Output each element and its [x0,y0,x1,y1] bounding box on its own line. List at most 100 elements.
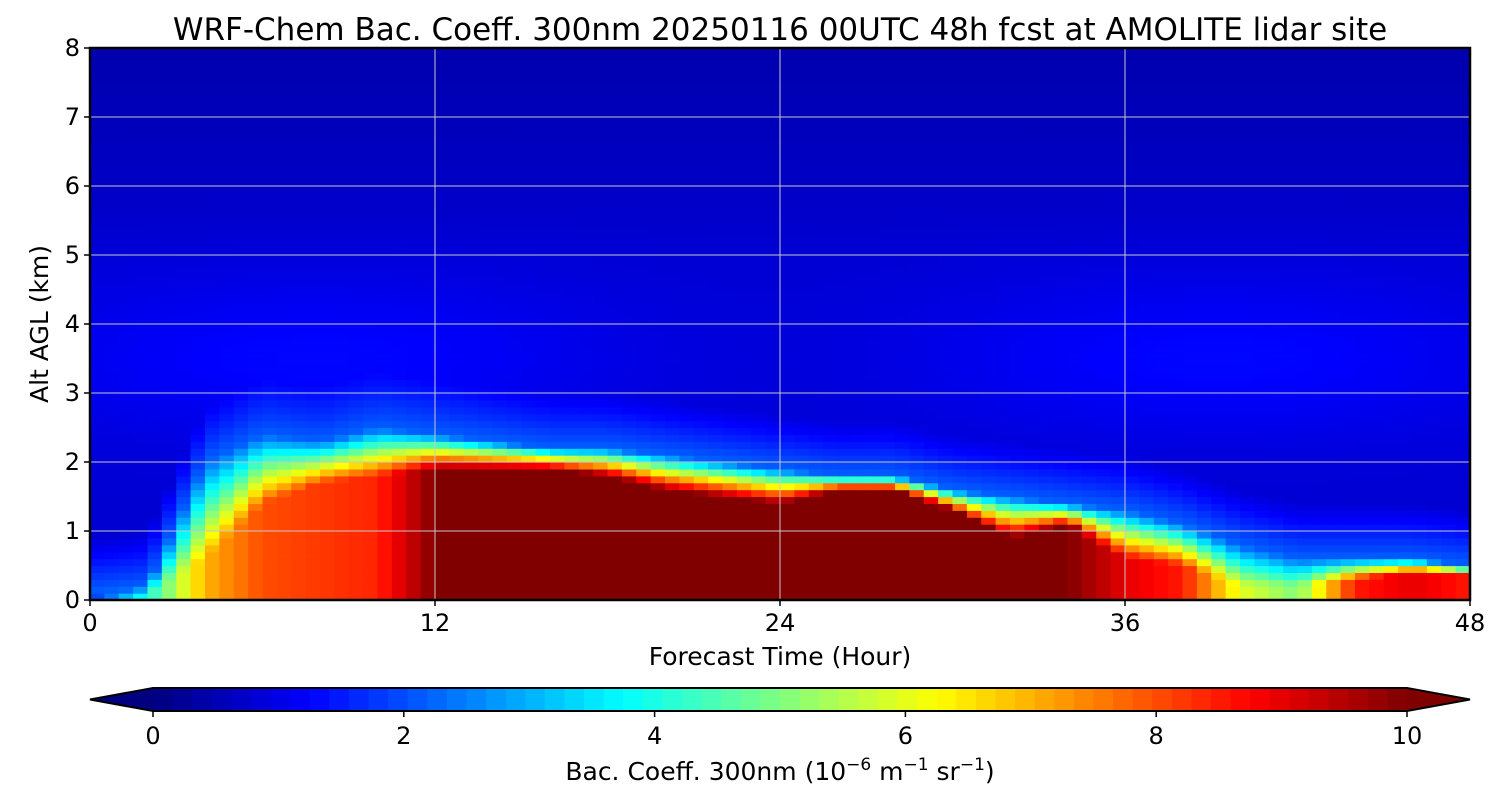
heatmap-cell [147,558,163,567]
heatmap-cell [205,68,220,77]
heatmap-cell [794,261,810,270]
heatmap-cell [636,241,652,249]
heatmap-cell [478,296,494,304]
heatmap-cell [205,199,220,208]
heatmap-cell [823,192,839,201]
heatmap-cell [808,413,824,422]
heatmap-cell [133,268,149,277]
heatmap-cell [406,289,422,297]
heatmap-cell [463,137,479,146]
heatmap-cell [693,524,709,532]
heatmap-cell [607,337,623,346]
heatmap-cell [118,503,134,511]
heatmap-cell [90,213,105,222]
heatmap-cell [966,427,982,435]
heatmap-cell [219,117,235,125]
heatmap-cell [923,558,939,567]
heatmap-cell [147,130,163,139]
heatmap-cell [837,531,853,539]
heatmap-cell [291,179,307,187]
heatmap-cell [478,324,494,332]
heatmap-cell [938,151,954,159]
heatmap-cell [219,330,235,339]
heatmap-cell [521,324,537,332]
heatmap-cell [363,255,379,263]
heatmap-cell [492,434,508,442]
heatmap-cell [823,551,839,560]
heatmap-cell [377,517,393,525]
heatmap-cell [550,434,565,442]
heatmap-cell [823,448,839,456]
heatmap-cell [219,455,235,463]
heatmap-cell [133,248,149,256]
heatmap-cell [506,475,522,484]
heatmap-cell [406,372,422,380]
heatmap-cell [607,462,623,470]
heatmap-cell [679,248,695,256]
heatmap-cell [377,54,393,63]
heatmap-cell [147,117,163,125]
heatmap-cell [377,241,393,249]
heatmap-cell [722,358,738,366]
heatmap-cell [751,531,767,539]
heatmap-cell [650,558,666,567]
heatmap-cell [305,537,321,546]
heatmap-cell [866,420,882,429]
heatmap-cell [564,496,580,504]
heatmap-cell [794,462,810,470]
heatmap-cell [722,234,738,242]
heatmap-cell [133,110,149,118]
heatmap-cell [593,503,609,511]
heatmap-cell [161,427,177,435]
heatmap-cell [133,289,149,297]
heatmap-cell [406,565,422,573]
heatmap-cell [161,372,177,380]
heatmap-cell [550,344,565,353]
heatmap-cell [823,406,839,415]
heatmap-cell [650,351,666,360]
heatmap-cell [90,448,105,456]
heatmap-cell [966,324,982,332]
heatmap-cell [938,441,954,449]
heatmap-cell [406,275,422,284]
heatmap-cell [161,75,177,84]
heatmap-cell [205,517,220,525]
heatmap-cell [248,531,264,539]
heatmap-cell [118,179,134,187]
heatmap-cell [780,151,795,159]
heatmap-cell [161,455,177,463]
heatmap-cell [866,144,882,153]
heatmap-cell [693,406,709,415]
heatmap-cell [478,468,494,477]
heatmap-cell [780,558,795,567]
heatmap-cell [276,54,292,63]
heatmap-cell [291,123,307,132]
heatmap-cell [90,482,105,491]
heatmap-cell [176,579,192,587]
heatmap-cell [435,68,450,77]
heatmap-cell [593,406,609,415]
heatmap-cell [751,524,767,532]
heatmap-cell [880,475,896,484]
heatmap-cell [205,448,220,456]
heatmap-cell [722,510,738,518]
heatmap-cell [291,165,307,173]
heatmap-cell [478,344,494,353]
heatmap-cell [205,337,220,346]
heatmap-cell [521,558,537,567]
heatmap-cell [377,482,393,491]
heatmap-cell [808,441,824,449]
heatmap-cell [650,482,666,491]
heatmap-cell [506,593,522,600]
heatmap-cell [435,289,450,297]
heatmap-cell [780,255,795,263]
heatmap-cell [363,489,379,498]
heatmap-cell [966,455,982,463]
heatmap-cell [665,558,680,567]
heatmap-cell [363,241,379,249]
heatmap-cell [636,593,652,600]
heatmap-cell [262,393,278,401]
heatmap-cell [291,220,307,228]
heatmap-cell [823,531,839,539]
heatmap-cell [377,151,393,159]
